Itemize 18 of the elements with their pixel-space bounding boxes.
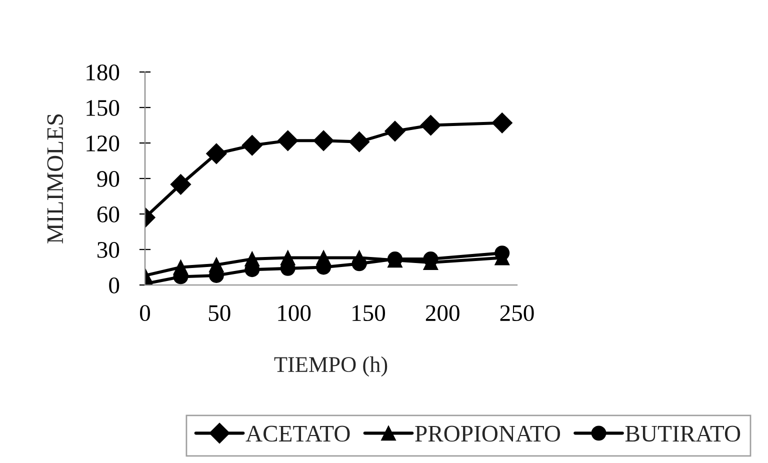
- x-tick-label: 0: [140, 305, 150, 322]
- y-axis-title: MILIMOLES: [47, 114, 64, 244]
- y-tick-label: 0: [109, 277, 120, 294]
- y-tick-label: 30: [98, 242, 120, 258]
- y-tick-label: 120: [86, 135, 120, 152]
- legend-label: PROPIONATO: [415, 426, 560, 442]
- legend-label: ACETATO: [246, 426, 350, 442]
- x-tick-label: 250: [500, 305, 534, 322]
- y-tick-label: 60: [97, 206, 120, 222]
- y-tick-label: 180: [86, 64, 120, 80]
- y-tick-label: 90: [97, 170, 120, 187]
- x-tick-label: 200: [426, 305, 460, 322]
- y-tick-label: 150: [86, 100, 120, 116]
- x-axis-title: TIEMPO (h): [274, 356, 388, 377]
- x-tick-label: 100: [278, 305, 311, 322]
- legend-label: BUTIRATO: [625, 426, 740, 442]
- x-tick-label: 150: [352, 305, 386, 322]
- x-tick-label: 50: [208, 305, 230, 322]
